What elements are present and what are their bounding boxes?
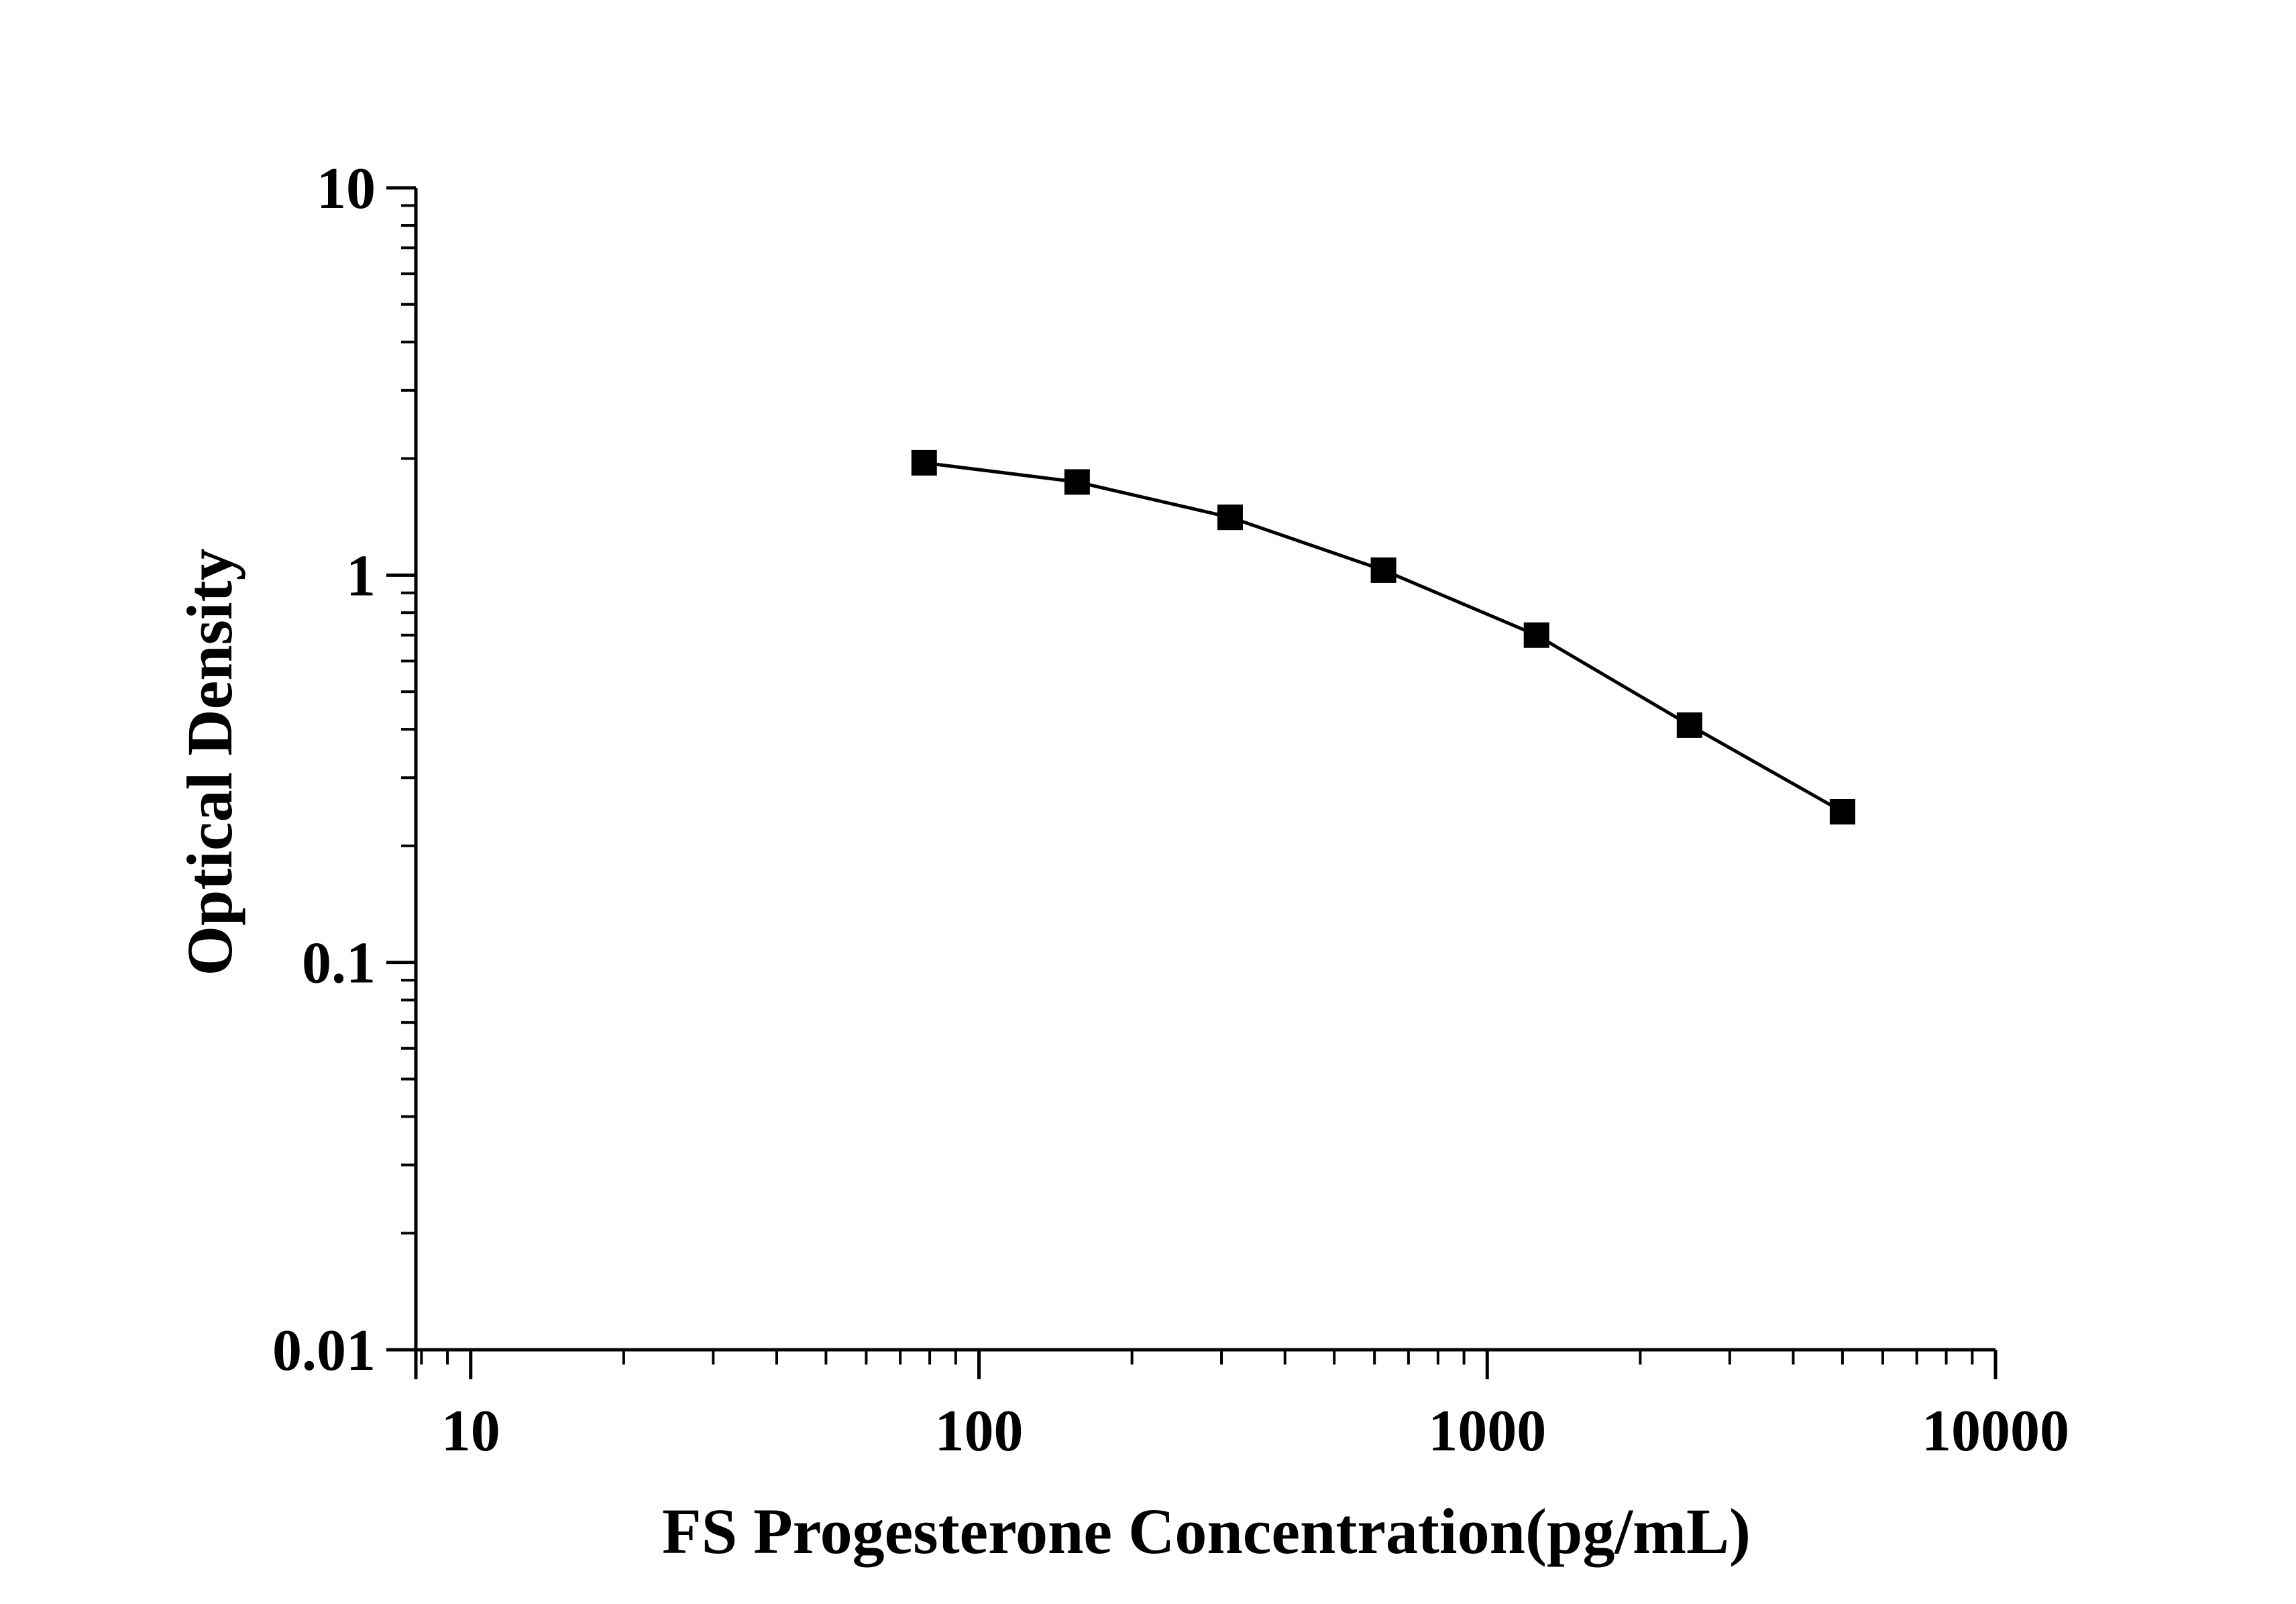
data-point	[1370, 557, 1397, 583]
y-axis-ticks	[386, 186, 416, 1352]
x-axis-tick-labels: 10 100 1000 10000	[441, 1399, 2069, 1464]
y-axis-tick-label: 0.1	[302, 931, 376, 996]
data-point	[1217, 504, 1243, 531]
x-axis-ticks	[414, 1350, 1998, 1379]
data-point	[1829, 798, 1855, 824]
x-axis-tick-label: 1000	[1428, 1399, 1546, 1464]
y-axis-tick-label: 10	[317, 156, 376, 221]
data-point	[1064, 469, 1090, 495]
data-point	[1676, 712, 1702, 738]
x-axis-tick-label: 10000	[1922, 1399, 2069, 1464]
x-axis-title: FS Progesterone Concentration(pg/mL)	[662, 1495, 1751, 1567]
series	[911, 449, 1855, 824]
x-axis-tick-label: 10	[441, 1399, 500, 1464]
y-axis-title: Optical Density	[174, 548, 245, 975]
y-axis-tick-label: 1	[346, 543, 376, 608]
x-axis-tick-label: 100	[935, 1399, 1024, 1464]
data-point	[911, 449, 937, 476]
y-axis-tick-labels: 0.01 0.1 1 10	[272, 156, 376, 1383]
y-axis-tick-label: 0.01	[272, 1318, 376, 1383]
data-point	[1523, 622, 1549, 648]
axes	[414, 188, 1996, 1352]
series-line	[924, 461, 1844, 814]
